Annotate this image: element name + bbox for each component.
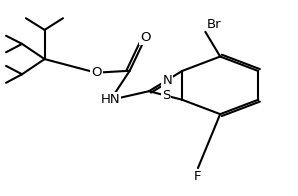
Text: O: O — [91, 66, 101, 79]
Text: HN: HN — [101, 93, 120, 106]
Text: Br: Br — [207, 18, 222, 31]
Text: O: O — [140, 31, 151, 44]
Text: F: F — [194, 170, 202, 183]
Text: N: N — [162, 74, 172, 87]
Text: S: S — [162, 89, 170, 102]
